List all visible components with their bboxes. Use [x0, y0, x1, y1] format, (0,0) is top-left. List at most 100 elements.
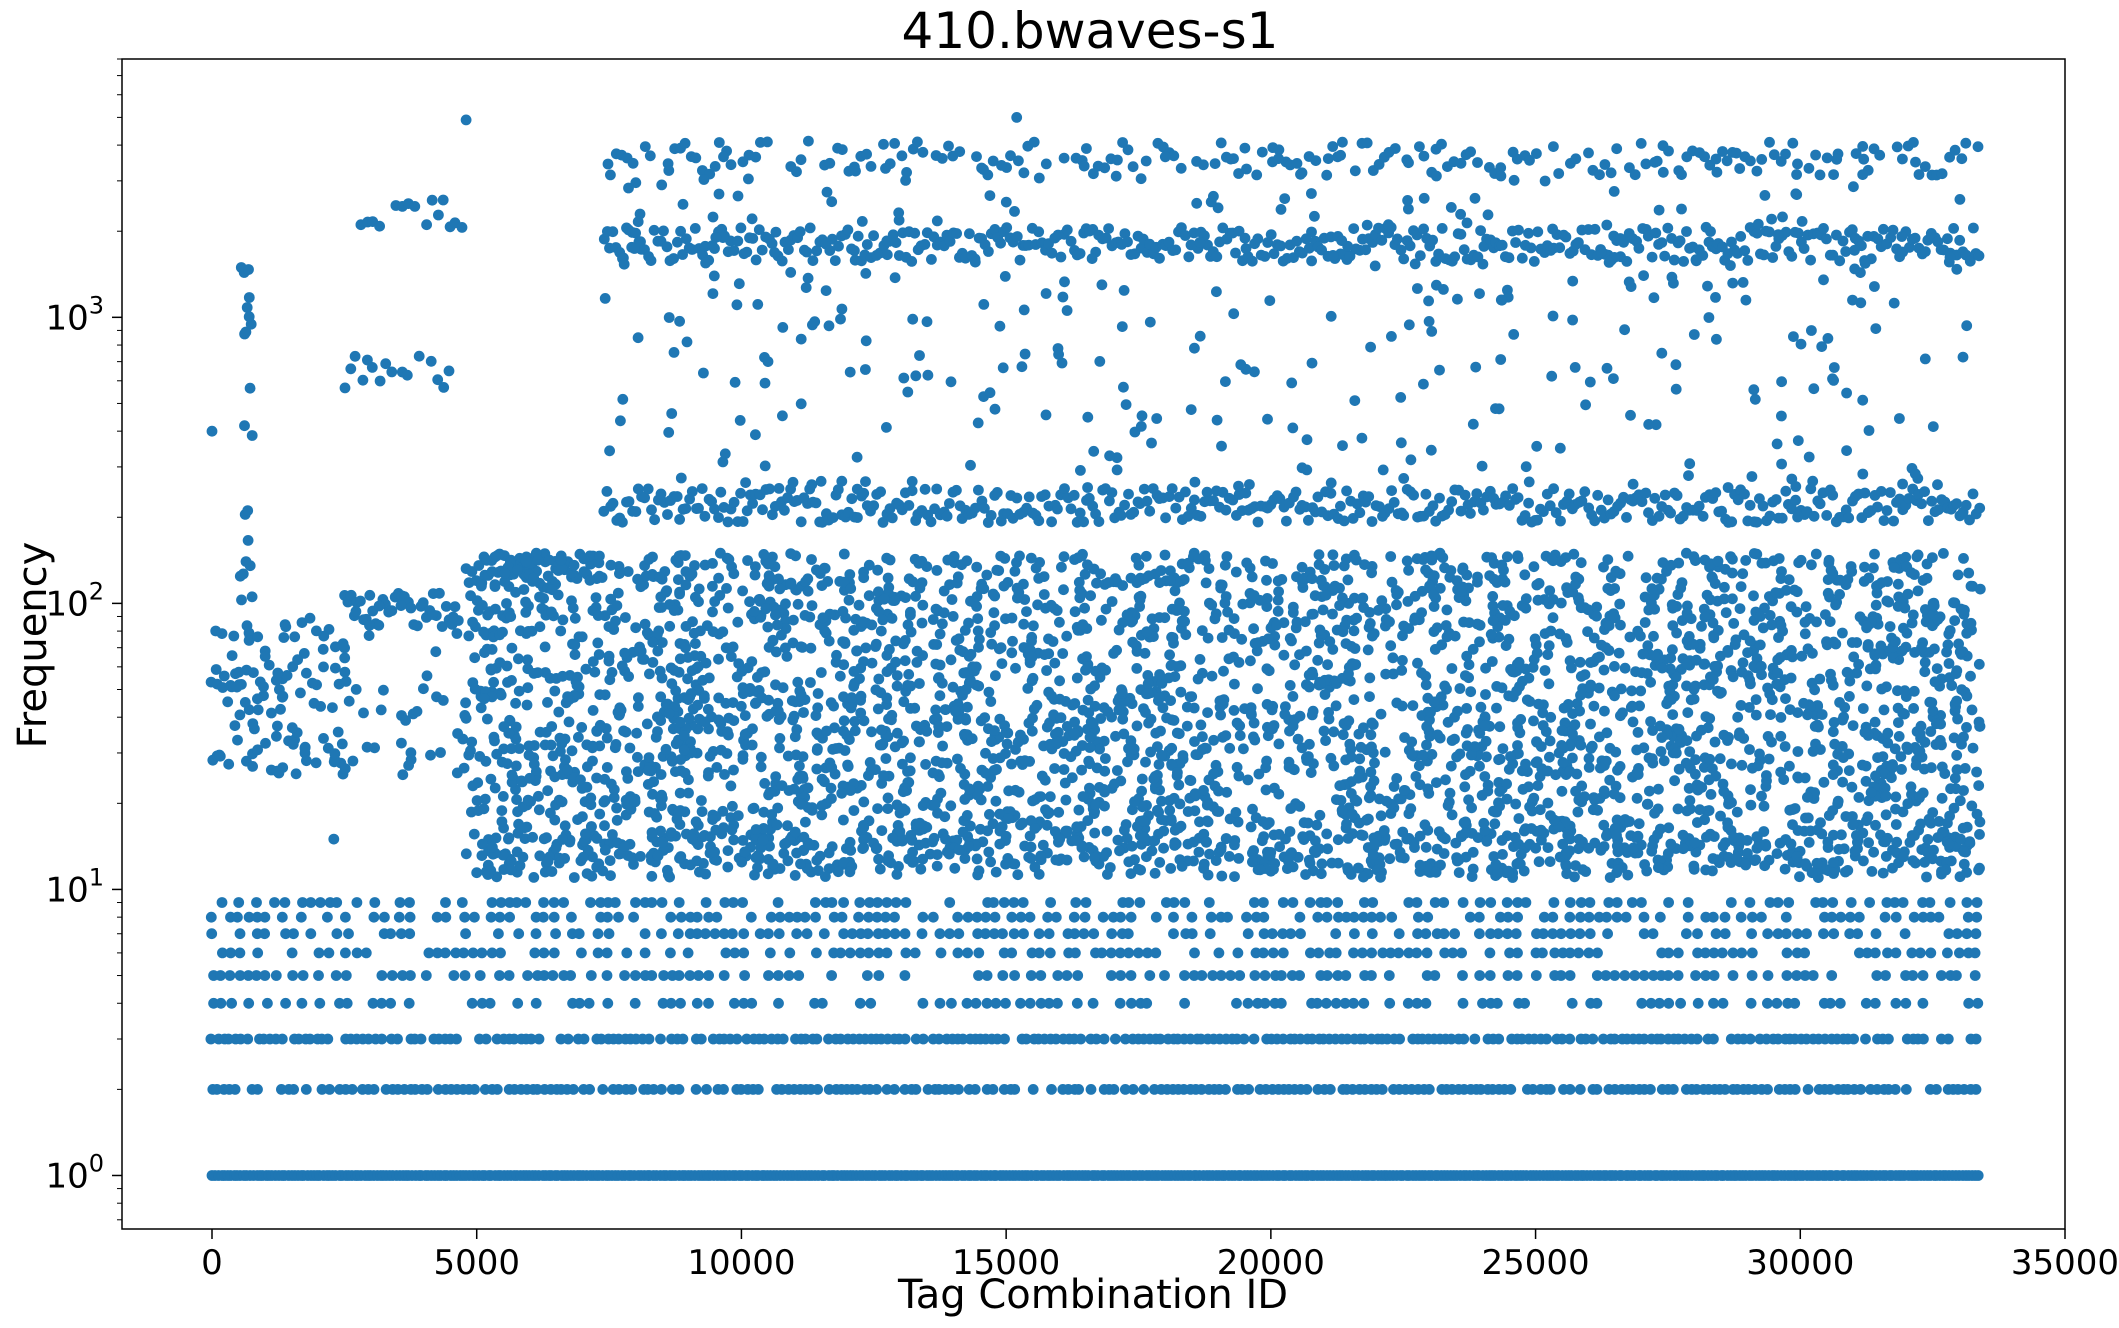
- data-point: [990, 795, 1002, 807]
- data-point: [513, 928, 525, 940]
- data-point: [1495, 911, 1506, 923]
- data-point: [1932, 832, 1944, 843]
- data-point: [1449, 251, 1461, 263]
- data-point: [1285, 928, 1297, 940]
- data-point: [1954, 947, 1965, 959]
- data-point: [548, 911, 560, 923]
- data-point: [1682, 911, 1694, 923]
- data-point: [810, 911, 821, 923]
- data-point: [900, 897, 912, 908]
- data-point: [611, 814, 623, 826]
- data-point: [626, 852, 638, 863]
- data-point: [674, 787, 686, 799]
- data-point: [1402, 997, 1414, 1009]
- data-point: [1609, 661, 1620, 672]
- data-point: [757, 504, 768, 516]
- data-point: [243, 970, 254, 981]
- data-point: [1821, 510, 1833, 521]
- data-point: [234, 928, 246, 940]
- data-point: [603, 928, 615, 940]
- data-point: [1542, 842, 1554, 853]
- data-point: [1009, 1084, 1021, 1095]
- data-point: [1485, 897, 1497, 908]
- data-point: [1392, 233, 1403, 245]
- data-point: [440, 601, 452, 612]
- data-point: [700, 928, 711, 940]
- data-point: [1897, 897, 1909, 908]
- data-point: [1970, 928, 1982, 940]
- data-point: [210, 664, 222, 675]
- data-point: [1082, 694, 1094, 706]
- data-point: [1791, 169, 1802, 180]
- data-point: [1393, 928, 1405, 940]
- data-point: [1697, 510, 1709, 522]
- data-point: [1762, 997, 1773, 1009]
- data-point: [1260, 784, 1272, 796]
- data-point: [1306, 226, 1317, 238]
- data-point: [1746, 970, 1758, 981]
- data-point: [648, 1084, 660, 1095]
- data-point: [872, 803, 883, 814]
- data-point: [1332, 897, 1344, 908]
- data-point: [1878, 223, 1889, 235]
- data-point: [1575, 739, 1587, 751]
- data-point: [889, 928, 901, 940]
- data-point: [1035, 850, 1047, 862]
- data-point: [1691, 1033, 1703, 1045]
- data-point: [1807, 970, 1819, 981]
- data-point: [443, 365, 455, 377]
- data-point: [807, 255, 819, 266]
- data-point: [369, 742, 380, 754]
- data-point: [330, 662, 341, 674]
- data-point: [735, 222, 747, 234]
- data-point: [1884, 487, 1896, 498]
- data-point: [1808, 510, 1820, 522]
- data-point: [646, 504, 657, 516]
- data-point: [1537, 928, 1549, 940]
- data-point: [486, 566, 498, 577]
- data-point: [1473, 911, 1485, 923]
- data-point: [1602, 928, 1613, 940]
- data-point: [1295, 928, 1306, 940]
- data-point: [395, 928, 407, 940]
- data-point: [1197, 731, 1208, 743]
- data-point: [1658, 755, 1670, 767]
- data-point: [816, 809, 828, 821]
- data-point: [852, 230, 864, 242]
- data-point: [1150, 947, 1162, 959]
- data-point: [1385, 808, 1397, 819]
- data-point: [1015, 997, 1026, 1009]
- data-point: [838, 897, 849, 908]
- data-point: [816, 800, 828, 812]
- data-point: [1301, 1084, 1313, 1095]
- data-point: [1420, 679, 1432, 691]
- data-point: [1825, 997, 1836, 1009]
- data-point: [495, 897, 507, 908]
- data-point: [1707, 617, 1719, 629]
- data-point: [318, 733, 329, 744]
- data-point: [1821, 152, 1833, 164]
- data-point: [999, 1033, 1010, 1045]
- data-point: [1198, 159, 1209, 171]
- data-point: [415, 1033, 427, 1045]
- data-point: [1449, 928, 1460, 940]
- data-point: [787, 714, 799, 726]
- data-point: [1890, 791, 1902, 803]
- data-point: [1366, 717, 1378, 729]
- data-point: [677, 1033, 689, 1045]
- data-point: [530, 928, 542, 940]
- data-point: [1636, 997, 1648, 1009]
- data-point: [1846, 224, 1858, 236]
- data-point: [1138, 1084, 1150, 1095]
- data-point: [339, 642, 350, 654]
- data-point: [589, 666, 601, 678]
- data-point: [925, 516, 937, 528]
- data-point: [951, 484, 962, 496]
- data-point: [738, 997, 750, 1009]
- data-point: [1974, 502, 1986, 514]
- data-point: [297, 970, 309, 981]
- data-point: [1882, 947, 1893, 959]
- data-point: [1511, 970, 1523, 981]
- data-point: [1325, 487, 1337, 499]
- data-point: [573, 928, 585, 940]
